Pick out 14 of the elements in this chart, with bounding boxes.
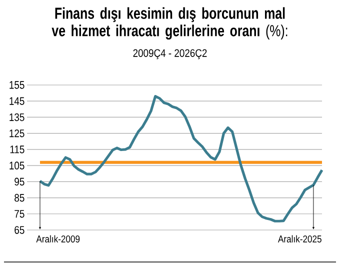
y-tick-label: 105	[10, 162, 24, 170]
y-tick-label: 125	[10, 129, 24, 138]
y-tick-label: 85	[14, 194, 24, 202]
y-tick-label: 115	[10, 146, 24, 154]
text: Aralık-2025	[278, 235, 322, 243]
y-tick-label: 145	[10, 97, 24, 105]
y-tick-label: 155	[10, 81, 24, 89]
chart-subtitle: 2009Ç4 - 2026Ç2	[133, 49, 207, 60]
y-tick-label: 135	[10, 113, 24, 122]
y-tick-label: 75	[14, 210, 24, 218]
chart-title: Finans dışı kesimin dış borcunun mal ve hizmet ihracatı gelirlerine oranı (%):	[52, 7, 288, 40]
y-tick-label: 95	[14, 178, 24, 186]
text: Aralık-2009	[36, 235, 80, 243]
y-tick-label: 65	[14, 226, 24, 234]
